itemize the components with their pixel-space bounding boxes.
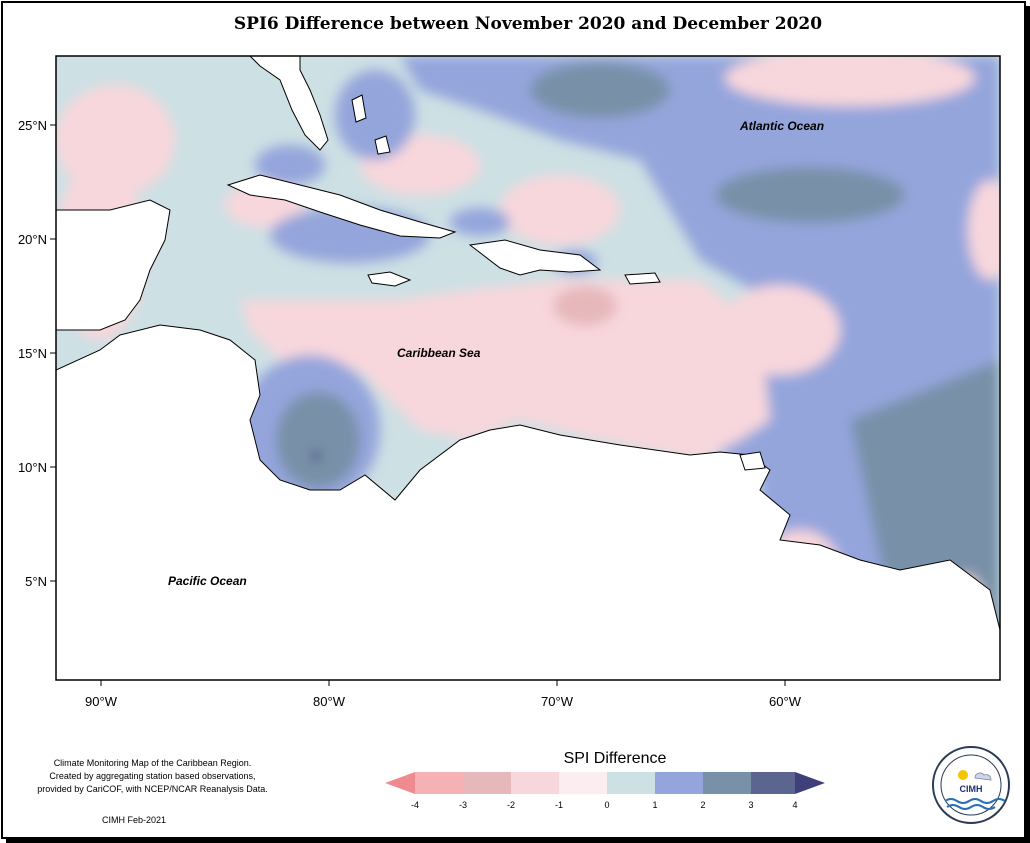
legend-tick-label: 1 [652,800,657,810]
credit-stamp: CIMH Feb-2021 [102,815,167,825]
legend-swatch [607,772,655,794]
map-border [55,55,1001,681]
legend-colorbar: -4 -3 -2 -1 0 1 2 3 4 [385,772,825,810]
lon-tick-label: 70°W [541,694,574,709]
cloud-icon [974,772,992,781]
legend-title: SPI Difference [563,750,667,767]
lat-tick-label: 15°N [18,346,47,361]
legend-tick-label: 4 [792,800,797,810]
legend-swatch [703,772,751,794]
legend-swatch [795,772,825,794]
legend-tick-label: 3 [748,800,753,810]
pacific-ocean-label: Pacific Ocean [168,574,247,588]
lat-tick-label: 20°N [18,232,47,247]
lon-tick-label: 80°W [313,694,346,709]
map-title: SPI6 Difference between November 2020 an… [233,14,823,34]
legend-swatch [385,772,415,794]
legend-swatch [655,772,703,794]
credit-text: Climate Monitoring Map of the Caribbean … [30,757,275,796]
legend-tick-label: 2 [700,800,705,810]
lat-tick-label: 5°N [25,574,47,589]
legend-swatch [463,772,511,794]
lat-tick-label: 25°N [18,118,47,133]
lat-axis: 25°N 20°N 15°N 10°N 5°N [18,118,56,589]
legend-tick-label: -1 [555,800,563,810]
legend-tick-label: -3 [459,800,467,810]
lat-tick-label: 10°N [18,460,47,475]
legend-tick-label: -2 [507,800,515,810]
legend-swatch [751,772,795,794]
lon-axis: 90°W 80°W 70°W 60°W [85,680,802,709]
logo-text: CIMH [960,784,983,794]
legend-tick-label: 0 [604,800,609,810]
legend-swatch [559,772,607,794]
atlantic-ocean-label: Atlantic Ocean [739,119,824,133]
sun-icon [958,770,968,780]
land-masses [56,56,1000,680]
legend-tick-label: -4 [411,800,419,810]
credit-line: Climate Monitoring Map of the Caribbean … [53,758,252,768]
legend-swatch [415,772,463,794]
lon-tick-label: 90°W [85,694,118,709]
cimh-logo: CIMH [932,746,1010,824]
credit-line: provided by CariCOF, with NCEP/NCAR Rean… [37,784,268,794]
caribbean-sea-label: Caribbean Sea [397,346,481,360]
legend-swatch [511,772,559,794]
lon-tick-label: 60°W [769,694,802,709]
credit-line: Created by aggregating station based obs… [49,771,256,781]
